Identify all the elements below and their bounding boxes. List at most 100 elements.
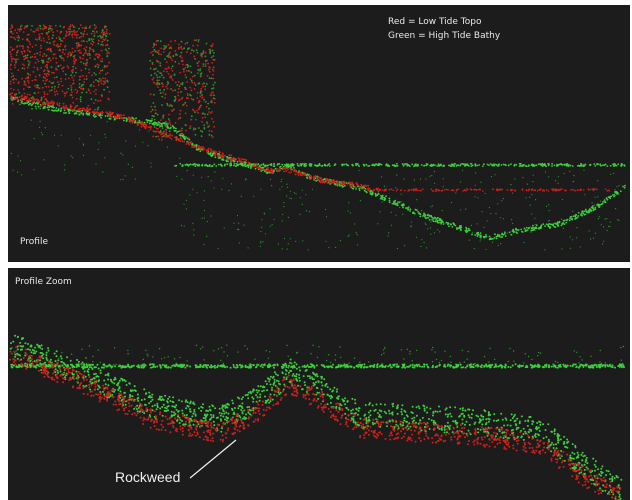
point bbox=[551, 441, 553, 444]
point bbox=[332, 363, 334, 366]
point bbox=[493, 237, 496, 239]
point bbox=[569, 164, 572, 167]
point bbox=[11, 95, 14, 98]
point bbox=[30, 29, 32, 31]
point bbox=[161, 95, 164, 98]
point bbox=[435, 188, 438, 190]
point bbox=[159, 92, 162, 94]
point bbox=[152, 54, 154, 56]
point bbox=[487, 364, 490, 367]
point bbox=[315, 373, 318, 376]
point bbox=[113, 118, 116, 121]
point bbox=[200, 75, 203, 78]
point bbox=[181, 81, 184, 84]
point bbox=[177, 91, 179, 94]
point bbox=[174, 406, 177, 409]
point bbox=[222, 177, 224, 179]
point bbox=[354, 402, 357, 405]
point bbox=[474, 421, 477, 424]
point bbox=[159, 130, 162, 133]
point bbox=[89, 85, 92, 87]
point bbox=[343, 163, 346, 166]
point bbox=[313, 378, 315, 381]
point bbox=[151, 63, 154, 66]
point bbox=[422, 188, 424, 190]
point bbox=[516, 426, 519, 429]
point bbox=[554, 190, 557, 192]
point bbox=[606, 198, 609, 201]
point bbox=[14, 66, 17, 69]
point bbox=[104, 80, 106, 83]
point bbox=[178, 62, 180, 65]
point bbox=[351, 184, 353, 186]
point bbox=[106, 79, 109, 82]
point bbox=[161, 127, 164, 129]
point bbox=[153, 68, 155, 71]
point bbox=[202, 403, 204, 406]
point bbox=[298, 373, 301, 376]
point bbox=[214, 151, 217, 153]
point bbox=[208, 405, 211, 408]
point bbox=[506, 189, 509, 191]
point bbox=[74, 31, 77, 34]
point bbox=[174, 165, 177, 167]
point bbox=[196, 147, 199, 150]
point bbox=[269, 383, 272, 386]
point bbox=[183, 414, 186, 417]
point bbox=[156, 113, 159, 116]
point bbox=[35, 79, 37, 81]
point bbox=[290, 171, 292, 174]
point bbox=[22, 31, 25, 33]
point bbox=[574, 466, 577, 469]
point bbox=[90, 98, 93, 101]
point bbox=[536, 433, 539, 436]
point bbox=[172, 396, 175, 399]
point bbox=[354, 421, 357, 424]
point bbox=[91, 74, 93, 77]
point bbox=[95, 26, 98, 29]
point bbox=[513, 230, 515, 233]
point bbox=[55, 57, 57, 60]
point bbox=[542, 423, 545, 426]
point bbox=[210, 92, 213, 95]
point bbox=[199, 364, 202, 367]
point bbox=[285, 170, 288, 172]
point bbox=[135, 117, 138, 120]
point bbox=[31, 79, 34, 82]
point bbox=[43, 53, 46, 55]
point bbox=[595, 364, 598, 367]
point bbox=[188, 143, 191, 146]
point bbox=[153, 124, 156, 126]
point bbox=[574, 189, 577, 192]
point bbox=[295, 240, 297, 242]
point bbox=[583, 169, 585, 171]
point bbox=[100, 43, 103, 46]
point bbox=[14, 334, 17, 337]
point bbox=[600, 474, 602, 477]
point bbox=[495, 237, 498, 240]
point bbox=[166, 104, 169, 106]
point bbox=[269, 163, 272, 166]
point bbox=[407, 209, 409, 211]
point bbox=[182, 104, 184, 106]
point bbox=[565, 221, 568, 224]
point bbox=[73, 112, 76, 115]
point bbox=[187, 97, 189, 100]
point bbox=[271, 171, 274, 174]
point bbox=[39, 362, 42, 365]
point bbox=[297, 172, 300, 175]
point bbox=[352, 183, 355, 186]
point bbox=[212, 43, 214, 46]
point bbox=[582, 212, 585, 215]
point bbox=[39, 359, 41, 362]
point bbox=[406, 365, 409, 368]
point bbox=[331, 390, 334, 393]
point bbox=[485, 235, 488, 238]
point bbox=[263, 364, 266, 367]
point bbox=[238, 228, 240, 231]
point bbox=[119, 390, 122, 393]
point bbox=[183, 363, 185, 366]
point bbox=[250, 167, 252, 170]
point bbox=[321, 181, 324, 184]
point bbox=[181, 127, 184, 130]
